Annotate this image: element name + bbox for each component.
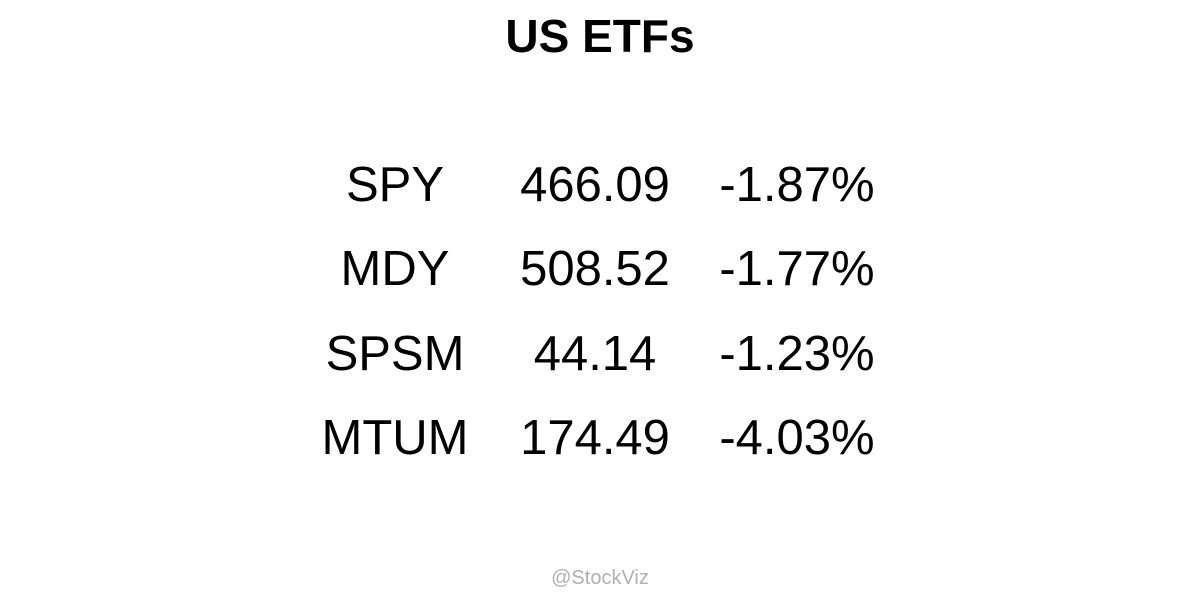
ticker: SPY (345, 158, 445, 212)
change: -4.03% (719, 411, 875, 465)
change: -1.23% (719, 327, 875, 381)
ticker: MTUM (321, 411, 469, 465)
change: -1.87% (719, 158, 875, 212)
title: US ETFs (505, 10, 695, 62)
ticker: SPSM (325, 327, 465, 381)
price: 508.52 (520, 242, 670, 296)
watermark: @StockViz (551, 567, 649, 589)
change: -1.77% (719, 242, 875, 296)
price: 44.14 (533, 327, 657, 381)
ticker: MDY (340, 242, 450, 296)
price: 174.49 (520, 411, 670, 465)
price: 466.09 (520, 158, 670, 212)
